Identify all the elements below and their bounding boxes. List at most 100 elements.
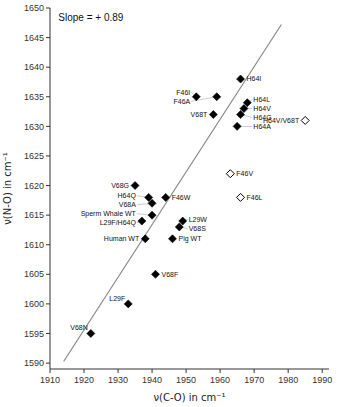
x-tick-label: 1990 — [312, 375, 332, 385]
point-label: V68N — [70, 324, 88, 331]
x-axis-line — [50, 369, 329, 370]
point-label: F46V — [236, 170, 253, 177]
x-tick-label: 1970 — [244, 375, 264, 385]
filled-diamond-point — [138, 217, 146, 225]
point-label: L29F/H64Q — [100, 219, 137, 227]
open-diamond-point — [301, 116, 309, 124]
x-tick-label: 1930 — [108, 375, 128, 385]
y-tick-label: 1610 — [24, 240, 44, 250]
filled-diamond-point — [179, 217, 187, 225]
y-tick — [46, 8, 50, 9]
point-label: F46L — [247, 194, 263, 201]
filled-diamond-point — [87, 329, 95, 337]
x-tick — [84, 369, 85, 373]
x-tick-label: 1960 — [210, 375, 230, 385]
point-label: V68A — [119, 201, 136, 208]
point-labels: V68N L29F V68F Human WT L29F/H64QSperm Whale… — [70, 75, 300, 331]
y-tick — [46, 333, 50, 334]
x-tick-label: 1940 — [142, 375, 162, 385]
y-tick-label: 1635 — [24, 92, 44, 102]
y-tick-label: 1615 — [24, 210, 44, 220]
y-tick-label: 1645 — [24, 33, 44, 43]
filled-diamond-point — [243, 99, 251, 107]
x-tick — [186, 369, 187, 373]
point-label: H64V — [253, 105, 271, 112]
background — [0, 0, 349, 407]
leader-lines — [137, 92, 252, 228]
filled-diamond-point — [162, 193, 170, 201]
y-tick-label: 1590 — [24, 358, 44, 368]
point-label: L29W — [189, 216, 208, 223]
y-tick — [46, 303, 50, 304]
x-tick — [322, 369, 323, 373]
y-tick-label: 1600 — [24, 299, 44, 309]
y-tick-label: 1605 — [24, 269, 44, 279]
y-tick — [46, 126, 50, 127]
y-tick-label: 1630 — [24, 122, 44, 132]
point-label: L29F — [109, 295, 125, 302]
filled-diamond-point — [145, 193, 153, 201]
y-tick-label: 1595 — [24, 329, 44, 339]
point-label: Pig WT — [178, 235, 202, 243]
x-tick — [254, 369, 255, 373]
chart-title: Slope = + 0.89 — [58, 12, 123, 23]
filled-diamond-point — [168, 235, 176, 243]
x-tick-label: 1910 — [40, 375, 60, 385]
y-tick-label: 1625 — [24, 151, 44, 161]
x-tick — [220, 369, 221, 373]
regression-line — [64, 24, 282, 361]
y-tick — [46, 37, 50, 38]
y-tick — [46, 244, 50, 245]
axes: 1910 1920 1930 1940 1950 1960 1970 1980 1990 1590… — [24, 3, 332, 385]
x-tick-label: 1950 — [176, 375, 196, 385]
y-tick — [46, 96, 50, 97]
point-label: V68G — [111, 182, 129, 189]
chart: 1910 1920 1930 1940 1950 1960 1970 1980 1990 1590… — [0, 0, 349, 407]
point-label: H64I — [247, 75, 262, 82]
filled-diamond-point — [209, 111, 217, 119]
point-label: V68S — [189, 225, 206, 232]
y-axis-label: ν(N-O) in cm⁻¹ — [2, 152, 13, 225]
filled-diamond-point — [233, 122, 241, 130]
y-axis-line — [50, 8, 51, 369]
x-tick — [152, 369, 153, 373]
x-tick — [288, 369, 289, 373]
filled-diamond-point — [237, 75, 245, 83]
filled-diamond-point — [141, 235, 149, 243]
y-tick-label: 1620 — [24, 181, 44, 191]
filled-diamond-point — [151, 270, 159, 278]
y-tick-label: 1650 — [24, 3, 44, 13]
point-label: F46W — [172, 194, 191, 201]
point-label: H64A — [253, 123, 271, 130]
y-tick — [46, 155, 50, 156]
y-tick — [46, 67, 50, 68]
filled-diamond-point — [213, 93, 221, 101]
point-label: Sperm Whale WT — [81, 210, 137, 218]
point-label: Human WT — [104, 235, 140, 242]
filled-diamond-point — [124, 300, 132, 308]
open-diamond-point — [226, 170, 234, 178]
y-tick — [46, 363, 50, 364]
filled-diamond-point — [192, 93, 200, 101]
filled-diamond-point — [148, 211, 156, 219]
point-label: H64V/V68T — [263, 117, 300, 124]
y-tick — [46, 215, 50, 216]
point-label: V68T — [191, 111, 208, 118]
x-tick-label: 1920 — [74, 375, 94, 385]
x-tick-label: 1980 — [278, 375, 298, 385]
y-tick — [46, 185, 50, 186]
open-diamond-point — [237, 193, 245, 201]
point-label: V68F — [161, 271, 178, 278]
point-label: H64L — [253, 96, 270, 103]
x-tick — [50, 369, 51, 373]
point-label: F46I — [176, 89, 190, 96]
plot-area — [64, 24, 282, 361]
x-axis-label: ν(C-O) in cm⁻¹ — [153, 392, 225, 403]
y-tick-label: 1640 — [24, 62, 44, 72]
markers — [87, 75, 309, 337]
point-label: H64Q — [118, 192, 137, 200]
filled-diamond-point — [131, 182, 139, 190]
point-label: F46A — [174, 98, 191, 105]
x-tick — [118, 369, 119, 373]
y-tick — [46, 274, 50, 275]
